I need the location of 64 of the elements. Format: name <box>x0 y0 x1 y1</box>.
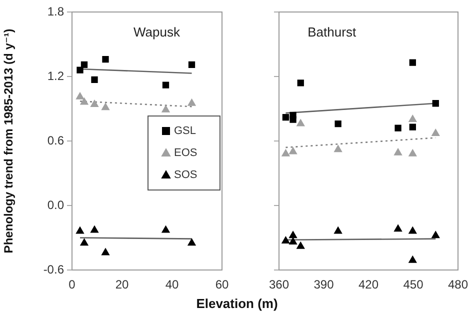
point <box>282 149 290 156</box>
point <box>76 226 84 234</box>
x-tick-label: 360 <box>268 278 290 292</box>
x-tick-label: 480 <box>448 278 468 292</box>
point <box>282 236 290 244</box>
point <box>408 256 417 263</box>
point <box>297 80 304 86</box>
point <box>432 100 439 107</box>
point <box>409 59 416 66</box>
x-tick-label: 450 <box>403 278 424 292</box>
point <box>76 66 84 74</box>
point <box>80 61 88 68</box>
point <box>188 98 196 106</box>
point <box>289 238 297 245</box>
x-tick-label: 40 <box>165 278 179 292</box>
point <box>334 120 342 128</box>
point <box>76 92 84 100</box>
point <box>290 116 296 123</box>
y-axis-title: Phenology trend from 1985-2013 (d y⁻¹) <box>2 28 16 254</box>
annotation: Bathurst <box>308 24 356 40</box>
point <box>408 226 417 234</box>
point <box>432 128 440 136</box>
annotation: Wapusk <box>134 24 180 40</box>
x-tick-label: 420 <box>358 278 379 292</box>
point <box>162 82 170 88</box>
legend-label: GSL <box>174 125 196 138</box>
point <box>394 224 402 232</box>
point <box>91 76 98 84</box>
point <box>289 147 297 154</box>
point <box>408 149 417 156</box>
point <box>408 115 417 122</box>
x-tick-label: 390 <box>314 278 334 292</box>
x-tick-label: 60 <box>215 278 229 292</box>
point <box>394 148 402 156</box>
y-tick-label: 1.8 <box>47 4 64 18</box>
point <box>102 56 109 63</box>
point <box>162 226 170 233</box>
x-tick-label: 0 <box>68 278 76 292</box>
point <box>80 98 88 105</box>
point <box>162 105 170 112</box>
point <box>102 103 110 110</box>
point <box>90 100 98 107</box>
point <box>188 61 196 68</box>
point <box>432 231 440 238</box>
point <box>296 242 305 249</box>
point <box>409 124 416 130</box>
legend-label: EOS <box>174 147 198 160</box>
point <box>289 231 297 238</box>
point <box>334 226 342 234</box>
y-tick-label: 0.6 <box>47 133 64 148</box>
point <box>90 226 98 233</box>
point <box>102 248 110 256</box>
point <box>394 124 402 132</box>
point <box>80 238 88 246</box>
point <box>334 145 342 152</box>
x-tick-label: 20 <box>115 278 129 292</box>
x-axis-title: Elevation (m) <box>195 296 279 311</box>
y-tick-label: 1.2 <box>47 68 64 83</box>
point <box>188 238 196 246</box>
point <box>282 114 290 121</box>
y-tick-label: 0.0 <box>47 198 64 212</box>
y-tick-label: -0.6 <box>43 262 64 276</box>
point <box>296 119 305 126</box>
legend-label: SOS <box>174 169 198 182</box>
